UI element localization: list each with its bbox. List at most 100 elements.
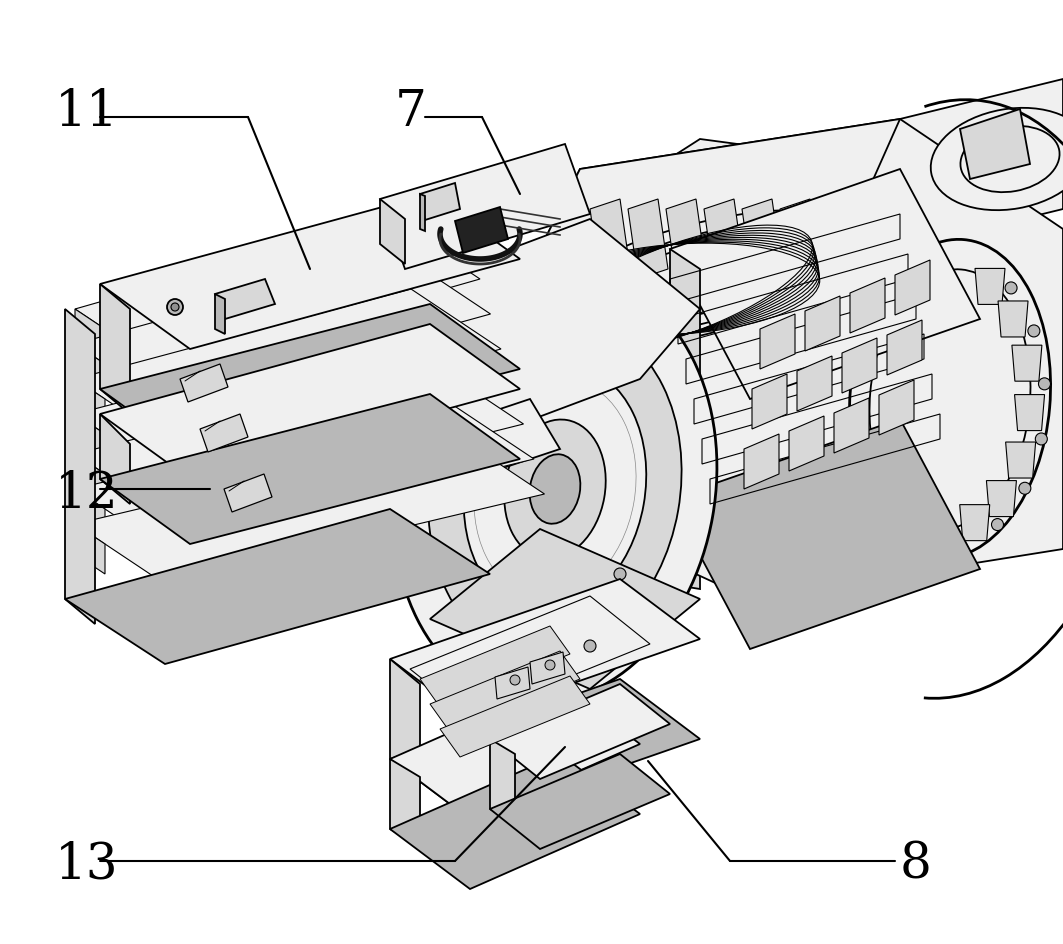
Polygon shape [440,676,590,757]
Polygon shape [420,194,425,232]
Polygon shape [789,416,824,471]
Polygon shape [75,325,511,475]
Ellipse shape [504,420,606,559]
Polygon shape [390,659,420,784]
Polygon shape [628,200,668,279]
Circle shape [1039,379,1050,391]
Polygon shape [390,680,701,819]
Polygon shape [742,200,782,279]
Polygon shape [975,269,1005,305]
Text: 8: 8 [900,839,932,888]
Polygon shape [1014,396,1045,431]
Polygon shape [960,110,1030,179]
Polygon shape [440,399,560,480]
Polygon shape [100,395,520,545]
Polygon shape [1012,346,1042,381]
Polygon shape [379,144,590,270]
Polygon shape [75,434,544,584]
Polygon shape [390,759,420,847]
Polygon shape [834,398,868,453]
Polygon shape [490,754,670,849]
Polygon shape [100,305,520,454]
Circle shape [167,299,183,315]
Polygon shape [819,200,858,279]
Polygon shape [100,414,130,504]
Polygon shape [75,290,501,440]
Polygon shape [390,684,640,819]
Polygon shape [704,200,744,279]
Polygon shape [490,684,670,779]
Circle shape [1035,433,1047,446]
Polygon shape [75,379,105,430]
Polygon shape [420,184,460,221]
Polygon shape [379,200,405,264]
Polygon shape [856,200,896,279]
Polygon shape [670,250,701,519]
Circle shape [510,675,520,685]
Polygon shape [75,414,105,469]
Polygon shape [495,667,530,700]
Polygon shape [390,754,640,889]
Polygon shape [530,652,566,684]
Polygon shape [75,525,105,574]
Circle shape [1018,482,1031,495]
Ellipse shape [535,211,865,348]
Polygon shape [490,120,900,349]
Polygon shape [744,434,779,490]
Polygon shape [842,339,877,394]
Polygon shape [850,278,885,333]
Polygon shape [75,310,105,360]
Polygon shape [780,200,820,279]
Polygon shape [431,651,580,733]
Polygon shape [75,399,534,549]
Polygon shape [490,739,514,824]
Polygon shape [75,364,523,514]
Polygon shape [100,325,520,480]
Polygon shape [998,302,1028,338]
Circle shape [992,519,1003,531]
Polygon shape [670,170,980,399]
Polygon shape [75,345,105,395]
Polygon shape [75,255,490,405]
Polygon shape [100,194,520,349]
Ellipse shape [463,365,646,614]
Text: 7: 7 [395,88,427,137]
Polygon shape [431,530,701,689]
Polygon shape [215,295,225,334]
Polygon shape [200,414,248,452]
Polygon shape [667,200,706,279]
Polygon shape [224,475,272,513]
Polygon shape [75,454,105,504]
Circle shape [584,640,596,652]
Circle shape [545,660,555,670]
Polygon shape [797,357,832,412]
Polygon shape [390,580,701,719]
Polygon shape [100,285,130,414]
Polygon shape [65,310,95,624]
Polygon shape [455,208,508,254]
Polygon shape [670,419,980,649]
Polygon shape [752,375,787,430]
Polygon shape [887,321,922,376]
Polygon shape [960,505,990,541]
Circle shape [171,304,179,312]
Polygon shape [490,120,1063,599]
Polygon shape [805,296,840,351]
Ellipse shape [428,321,681,658]
Polygon shape [215,279,275,320]
Ellipse shape [529,455,580,524]
Polygon shape [75,220,480,370]
Text: 13: 13 [55,839,119,888]
Polygon shape [879,380,914,435]
Text: 11: 11 [55,88,119,137]
Polygon shape [986,481,1016,517]
Polygon shape [590,200,630,279]
Text: 12: 12 [55,469,119,519]
Polygon shape [900,80,1063,250]
Polygon shape [431,220,701,440]
Ellipse shape [849,240,1050,559]
Polygon shape [65,510,490,665]
Circle shape [1028,326,1040,338]
Polygon shape [1006,443,1035,479]
Polygon shape [450,140,1000,340]
